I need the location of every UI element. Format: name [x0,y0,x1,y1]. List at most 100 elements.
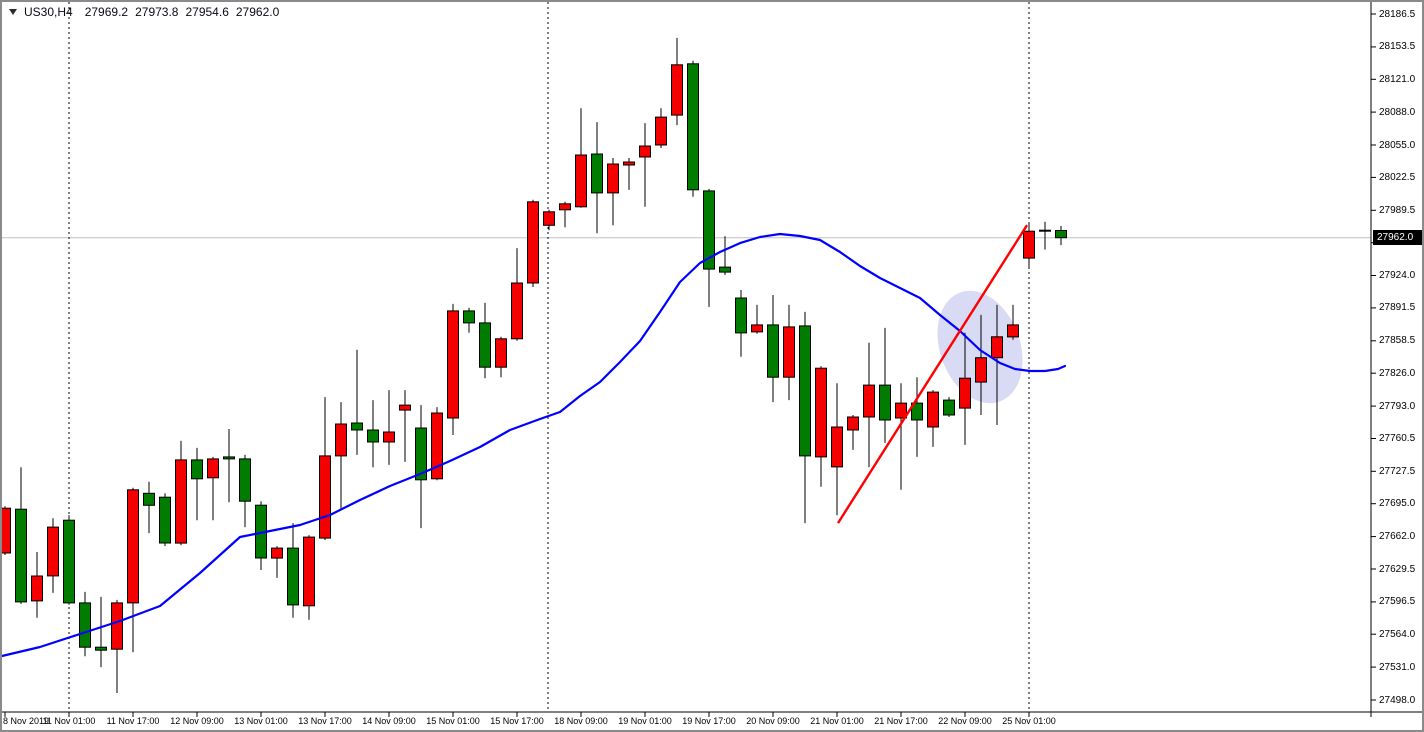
candle [527,199,539,287]
candle [1055,225,1067,246]
candle [399,390,411,462]
candle [847,415,859,450]
time-axis-label: 21 Nov 01:00 [810,716,864,726]
price-axis-label: 27629.5 [1379,563,1416,575]
time-axis-label: 11 Nov 17:00 [106,716,160,726]
candle [95,596,107,668]
candle [767,295,779,403]
candle [815,366,827,487]
price-axis-label: 28186.5 [1379,8,1416,20]
candle [639,123,651,207]
candle [111,599,123,693]
price-axis-label: 27891.5 [1379,302,1416,314]
candle [479,302,491,379]
price-axis-label: 27596.5 [1379,596,1416,608]
candle [159,493,171,547]
candle [63,515,75,605]
candle [751,304,763,334]
price-axis-label: 28055.0 [1379,139,1416,151]
close-value: 27962.0 [235,5,280,19]
candle [31,552,43,618]
time-axis-label: 8 Nov 2019 [3,716,50,726]
candle [335,402,347,511]
time-axis-label: 15 Nov 17:00 [490,716,544,726]
candle [271,546,283,578]
candle [591,122,603,234]
candle [207,456,219,521]
candle [143,481,155,534]
price-axis-label: 27826.0 [1379,367,1416,379]
candle [239,454,251,528]
time-axis-label: 22 Nov 09:00 [938,716,992,726]
low-value: 27954.6 [185,5,229,19]
candle [175,440,187,546]
candle [623,158,635,190]
price-axis-label: 28121.0 [1379,73,1416,85]
candle [671,37,683,126]
candle [991,304,1003,425]
time-axis-label: 21 Nov 17:00 [874,716,928,726]
candle [575,108,587,208]
current-price-marker: 27962.0 [1373,230,1424,246]
candle [367,400,379,468]
high-value: 27973.8 [135,5,179,19]
candle [735,290,747,357]
candle [911,377,923,457]
price-axis-label: 27793.0 [1379,400,1416,412]
candle [351,349,363,455]
time-axis-label: 19 Nov 01:00 [618,716,672,726]
candle [703,188,715,307]
candle [1023,222,1035,268]
candle [879,327,891,443]
symbol-timeframe-label: US30,H4 [24,5,73,19]
highlight-ellipse[interactable] [923,279,1038,415]
candle [431,407,443,481]
candle [15,467,27,604]
candle [799,311,811,524]
price-axis-label: 28022.5 [1379,171,1416,183]
candle [415,405,427,529]
candle [303,535,315,620]
candle [463,307,475,333]
chevron-down-icon[interactable] [9,9,17,15]
candle [607,158,619,226]
price-axis-label: 27858.5 [1379,335,1416,347]
candle [559,201,571,228]
candle [223,429,235,503]
candle [719,236,731,275]
price-axis-label: 27989.5 [1379,204,1416,216]
candle [687,60,699,197]
candle [255,501,267,570]
candle [1039,221,1051,250]
price-axis-label: 28088.0 [1379,106,1416,118]
time-axis-label: 11 Nov 01:00 [42,716,96,726]
candle [783,304,795,401]
price-axis-label: 28153.5 [1379,41,1416,53]
price-axis-label: 27760.5 [1379,433,1416,444]
price-axis-label: 27727.5 [1379,465,1416,477]
candle [447,303,459,435]
price-axis-label: 27695.0 [1379,498,1416,510]
candle [79,591,91,657]
time-axis-label: 20 Nov 09:00 [746,716,800,726]
time-axis-label: 13 Nov 01:00 [234,716,288,726]
candle [831,383,843,516]
candle [895,383,907,490]
candle [927,390,939,447]
candle [47,518,59,593]
candle [511,248,523,341]
price-axis-label: 27662.0 [1379,531,1416,543]
chart-header: US30,H4 27969.2 27973.8 27954.6 27962.0 [9,5,286,19]
open-value: 27969.2 [84,5,129,19]
candle [959,332,971,445]
price-axis-label: 27924.0 [1379,270,1416,281]
time-axis-label: 19 Nov 17:00 [682,716,736,726]
trend-line[interactable] [836,224,1029,524]
time-axis-label: 13 Nov 17:00 [298,716,352,726]
candle [655,108,667,148]
candle [495,336,507,378]
candle [127,487,139,653]
time-axis-label: 12 Nov 09:00 [170,716,224,726]
price-axis-label: 27531.0 [1379,661,1416,673]
